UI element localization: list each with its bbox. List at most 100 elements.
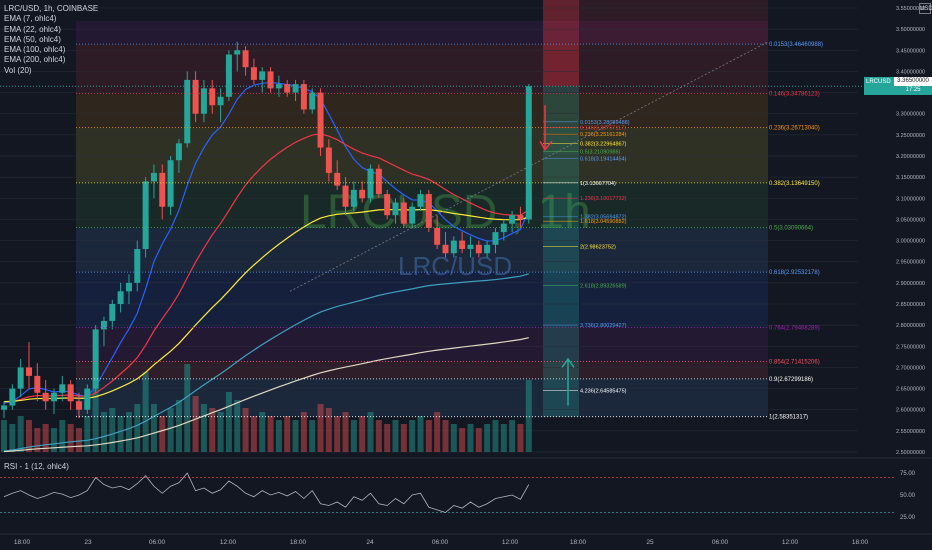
volume-bar	[384, 424, 391, 452]
candle	[284, 84, 291, 93]
fib-zone	[76, 361, 768, 379]
fib-zone	[76, 44, 768, 94]
volume-bar	[159, 416, 166, 452]
last-price-badge: 3.36500000	[894, 77, 932, 86]
volume-bar	[167, 408, 174, 452]
rsi-legend[interactable]: RSI - 1 (12, ohlc4)	[4, 462, 69, 471]
volume-bar	[209, 408, 216, 452]
price-tick: 3.20000000	[896, 154, 925, 160]
ema-7-line	[3, 81, 530, 404]
price-tick: 3.10000000	[896, 196, 925, 202]
volume-bar	[392, 420, 399, 452]
time-tick: 06:00	[712, 539, 729, 546]
volume-bar	[50, 428, 57, 452]
candle	[125, 282, 132, 292]
candle	[100, 320, 107, 330]
time-tick: 12:00	[782, 539, 799, 546]
time-tick: 23	[84, 539, 92, 546]
candle	[517, 215, 524, 220]
volume-bar	[517, 424, 524, 452]
time-axis[interactable]: 18:00 23 06:00 12:00 18:00 24 06:00 12:00 18:00 2…	[0, 533, 932, 546]
fib-levels: 0.0153(3.46460988) 0.146(3.34786123) 0.236…	[76, 42, 823, 421]
volume-bar	[142, 372, 149, 452]
candle	[184, 79, 191, 144]
fib-level-label: 0.9(2.67299186)	[769, 377, 813, 383]
legend-volume[interactable]: Vol (20)	[4, 65, 32, 75]
candle	[409, 206, 416, 224]
ema-200-line	[3, 337, 529, 453]
time-tick: 12:00	[502, 539, 519, 546]
candle	[359, 189, 366, 199]
volume-bar	[75, 428, 82, 452]
volume-bar	[525, 380, 532, 452]
fib-ext-label: 1(3.13667704)	[580, 181, 616, 187]
countdown-badge: 17:25	[894, 86, 932, 95]
candle	[425, 194, 432, 228]
candle	[350, 189, 357, 207]
volume-bar	[292, 420, 299, 452]
candle	[1, 405, 7, 410]
time-tick: 18:00	[852, 539, 869, 546]
candle	[367, 168, 374, 199]
fib-ext-label: 0.618(3.19414454)	[580, 156, 627, 162]
fib-level-label: 0.146(3.34786123)	[769, 91, 820, 97]
legend-ema50[interactable]: EMA (50, ohlc4)	[4, 34, 61, 44]
candle	[67, 384, 74, 402]
candle	[150, 172, 157, 182]
candle	[225, 54, 232, 97]
legend-ema200[interactable]: EMA (200, ohlc4)	[4, 55, 66, 65]
volume-bar	[284, 416, 291, 452]
price-tick: 2.60000000	[896, 408, 925, 414]
candle	[25, 367, 32, 376]
legend-ema22[interactable]: EMA (22, ohlc4)	[4, 24, 61, 34]
fib-ext-label: 0.0153(3.28089488)	[580, 120, 630, 126]
currency-button[interactable]: USD	[919, 3, 932, 14]
candle	[92, 329, 99, 389]
short-position-tool[interactable]	[543, 0, 768, 417]
candle	[134, 249, 141, 283]
symbol-title[interactable]: LRC/USD, 1h, COINBASE	[4, 4, 99, 13]
candle	[259, 71, 266, 80]
fib-level-label: 0.0153(3.46460988)	[769, 42, 823, 48]
fib-zone	[76, 327, 768, 362]
fib-ext-label: 1.382(3.05694872)	[580, 214, 627, 220]
volume-bar	[1, 420, 7, 452]
legend-ema7[interactable]: EMA (7, ohlc4)	[4, 14, 57, 24]
watermark-small: LRC/USD	[398, 251, 512, 281]
candle	[342, 185, 349, 207]
price-tick: 3.00000000	[896, 239, 925, 245]
volume-bar	[84, 416, 91, 452]
price-tick: 3.15000000	[896, 175, 925, 181]
volume-bar	[367, 412, 374, 452]
candle	[334, 172, 341, 186]
time-tick: 25	[646, 539, 654, 546]
price-tick: 2.95000000	[896, 260, 925, 266]
down-arrow	[539, 105, 553, 151]
price-tick: 2.85000000	[896, 302, 925, 308]
candle	[317, 92, 324, 148]
volume-bar	[325, 408, 332, 452]
volume-bar	[359, 416, 366, 452]
volume-bar	[309, 420, 316, 452]
candle	[292, 84, 299, 93]
legend-ema100[interactable]: EMA (100, ohlc4)	[4, 45, 66, 55]
volume-bar	[409, 420, 416, 452]
candle	[109, 304, 116, 321]
candle	[450, 240, 457, 254]
fib-ext-label: 3.736(2.80029427)	[580, 323, 627, 329]
candle	[384, 194, 391, 216]
candle	[84, 388, 91, 410]
candle	[375, 168, 382, 195]
volume-bar	[250, 416, 257, 452]
volume-bar	[467, 424, 474, 452]
volume-bar	[192, 396, 199, 452]
fib-level-label: 0.618(2.92532178)	[769, 270, 820, 276]
candle	[17, 367, 24, 389]
volume-bar	[259, 412, 266, 452]
candle	[9, 388, 16, 406]
price-tick: 3.50000000	[896, 27, 925, 33]
candle	[117, 291, 124, 304]
price-tick: 3.40000000	[896, 69, 925, 75]
volume-bar	[234, 400, 241, 452]
